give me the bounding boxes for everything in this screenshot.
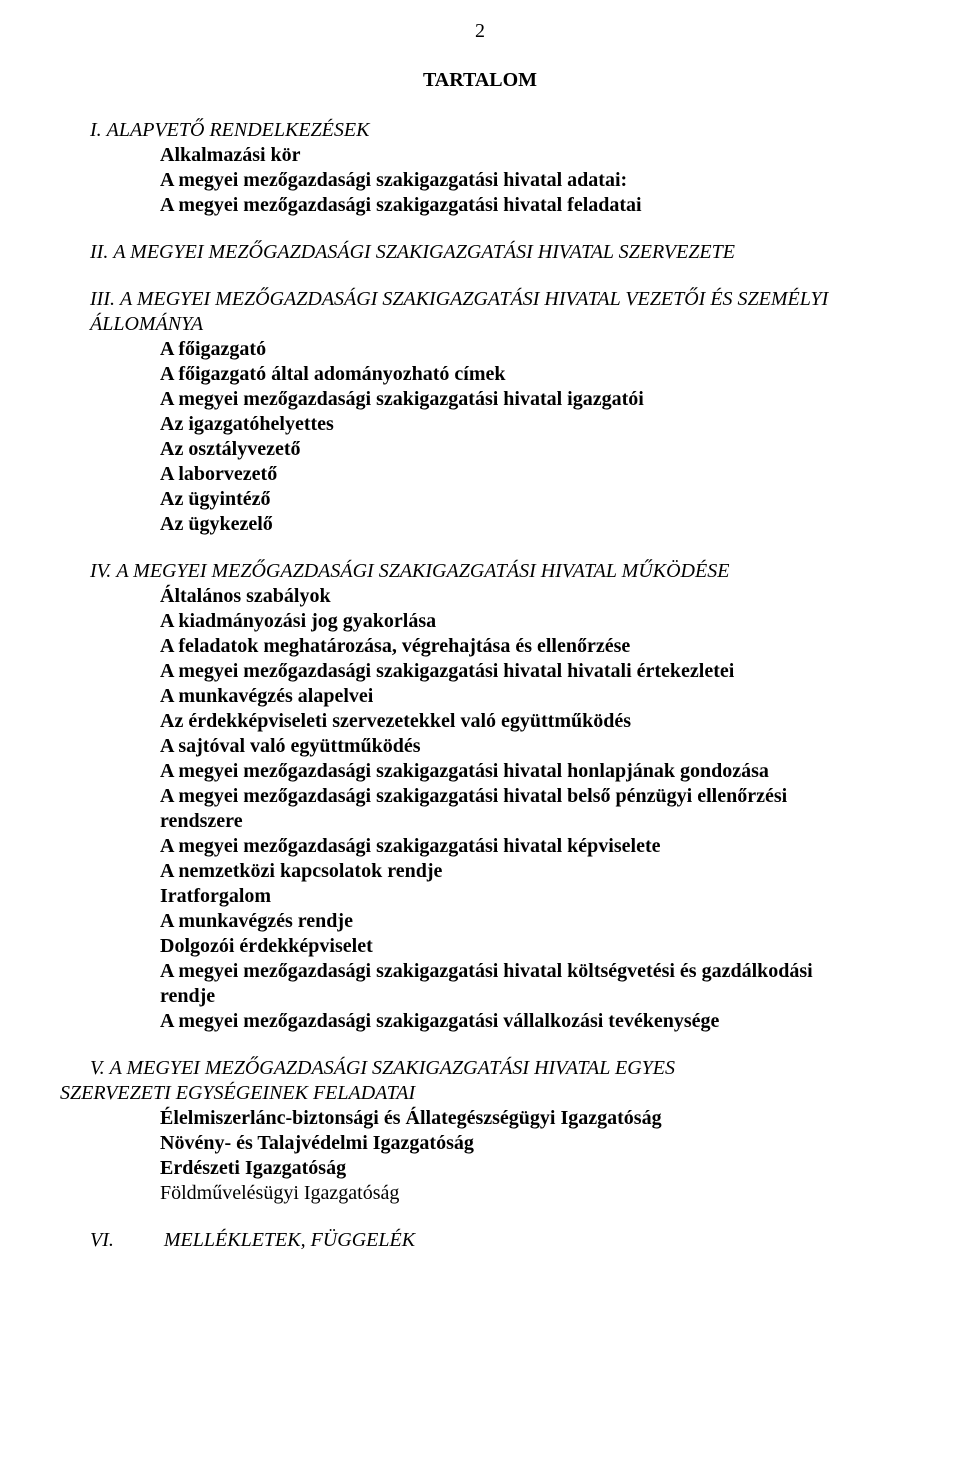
section-3: III. A MEGYEI MEZŐGAZDASÁGI SZAKIGAZGATÁ… <box>90 287 870 537</box>
list-item: A megyei mezőgazdasági szakigazgatási hi… <box>160 387 870 412</box>
list-item: Az érdekképviseleti szervezetekkel való … <box>160 709 870 734</box>
section-2-roman: II. <box>90 241 108 263</box>
section-6-heading-text: MELLÉKLETEK, FÜGGELÉK <box>164 1229 415 1251</box>
section-1-heading: I. ALAPVETŐ RENDELKEZÉSEK <box>90 118 870 143</box>
list-item: Az osztályvezető <box>160 437 870 462</box>
section-2: II. A MEGYEI MEZŐGAZDASÁGI SZAKIGAZGATÁS… <box>90 240 870 265</box>
section-5-roman: V. <box>90 1057 105 1079</box>
list-item: A főigazgató által adományozható címek <box>160 362 870 387</box>
section-1-items: Alkalmazási kör A megyei mezőgazdasági s… <box>90 143 870 218</box>
list-item: Általános szabályok <box>160 584 870 609</box>
document-title: TARTALOM <box>90 69 870 92</box>
section-5-items: Élelmiszerlánc-biztonsági és Állategészs… <box>90 1106 870 1206</box>
section-3-heading: III. A MEGYEI MEZŐGAZDASÁGI SZAKIGAZGATÁ… <box>90 287 870 337</box>
section-5: V. A MEGYEI MEZŐGAZDASÁGI SZAKIGAZGATÁSI… <box>90 1056 870 1206</box>
section-6-heading: VI. MELLÉKLETEK, FÜGGELÉK <box>90 1228 870 1253</box>
section-4-roman: IV. <box>90 560 111 582</box>
list-item: A megyei mezőgazdasági szakigazgatási hi… <box>160 959 870 1009</box>
section-1-roman: I. <box>90 119 102 141</box>
list-item: A megyei mezőgazdasági szakigazgatási hi… <box>160 659 870 684</box>
list-item: A megyei mezőgazdasági szakigazgatási hi… <box>160 784 870 834</box>
section-6-roman: VI. <box>90 1229 114 1251</box>
list-item: A nemzetközi kapcsolatok rendje <box>160 859 870 884</box>
section-5-heading: V. A MEGYEI MEZŐGAZDASÁGI SZAKIGAZGATÁSI… <box>90 1056 870 1081</box>
list-item: A főigazgató <box>160 337 870 362</box>
section-1-heading-text: ALAPVETŐ RENDELKEZÉSEK <box>107 119 370 141</box>
list-item: Növény- és Talajvédelmi Igazgatóság <box>160 1131 870 1156</box>
list-item: A laborvezető <box>160 462 870 487</box>
list-item: A feladatok meghatározása, végrehajtása … <box>160 634 870 659</box>
list-item: Dolgozói érdekképviselet <box>160 934 870 959</box>
list-item: A sajtóval való együttműködés <box>160 734 870 759</box>
list-item: Élelmiszerlánc-biztonsági és Állategészs… <box>160 1106 870 1131</box>
section-2-heading-text: A MEGYEI MEZŐGAZDASÁGI SZAKIGAZGATÁSI HI… <box>113 241 735 263</box>
list-item: A megyei mezőgazdasági szakigazgatási hi… <box>160 759 870 784</box>
section-4-heading: IV. A MEGYEI MEZŐGAZDASÁGI SZAKIGAZGATÁS… <box>90 559 870 584</box>
section-5-heading-line1: A MEGYEI MEZŐGAZDASÁGI SZAKIGAZGATÁSI HI… <box>110 1057 675 1079</box>
list-item: A munkavégzés rendje <box>160 909 870 934</box>
section-4-items: Általános szabályok A kiadmányozási jog … <box>90 584 870 1034</box>
list-item: A megyei mezőgazdasági szakigazgatási vá… <box>160 1009 870 1034</box>
section-5-heading-line2-wrap: SZERVEZETI EGYSÉGEINEK FELADATAI <box>60 1081 870 1106</box>
section-4: IV. A MEGYEI MEZŐGAZDASÁGI SZAKIGAZGATÁS… <box>90 559 870 1034</box>
section-4-heading-text: A MEGYEI MEZŐGAZDASÁGI SZAKIGAZGATÁSI HI… <box>116 560 729 582</box>
document-page: 2 TARTALOM I. ALAPVETŐ RENDELKEZÉSEK Alk… <box>0 0 960 1474</box>
section-3-items: A főigazgató A főigazgató által adományo… <box>90 337 870 537</box>
section-3-heading-text: A MEGYEI MEZŐGAZDASÁGI SZAKIGAZGATÁSI HI… <box>90 288 828 335</box>
list-item: Erdészeti Igazgatóság <box>160 1156 870 1181</box>
list-item: Földművelésügyi Igazgatóság <box>160 1181 870 1206</box>
page-number: 2 <box>90 20 870 43</box>
list-item: A munkavégzés alapelvei <box>160 684 870 709</box>
list-item: Az ügykezelő <box>160 512 870 537</box>
list-item: Az ügyintéző <box>160 487 870 512</box>
list-item: Az igazgatóhelyettes <box>160 412 870 437</box>
list-item: A kiadmányozási jog gyakorlása <box>160 609 870 634</box>
section-1: I. ALAPVETŐ RENDELKEZÉSEK Alkalmazási kö… <box>90 118 870 218</box>
section-3-roman: III. <box>90 288 115 310</box>
list-item: A megyei mezőgazdasági szakigazgatási hi… <box>160 168 870 193</box>
list-item: A megyei mezőgazdasági szakigazgatási hi… <box>160 834 870 859</box>
list-item: Alkalmazási kör <box>160 143 870 168</box>
section-5-heading-line2: SZERVEZETI EGYSÉGEINEK FELADATAI <box>60 1082 415 1104</box>
section-2-heading: II. A MEGYEI MEZŐGAZDASÁGI SZAKIGAZGATÁS… <box>90 240 870 265</box>
list-item: Iratforgalom <box>160 884 870 909</box>
list-item: A megyei mezőgazdasági szakigazgatási hi… <box>160 193 870 218</box>
section-6: VI. MELLÉKLETEK, FÜGGELÉK <box>90 1228 870 1253</box>
